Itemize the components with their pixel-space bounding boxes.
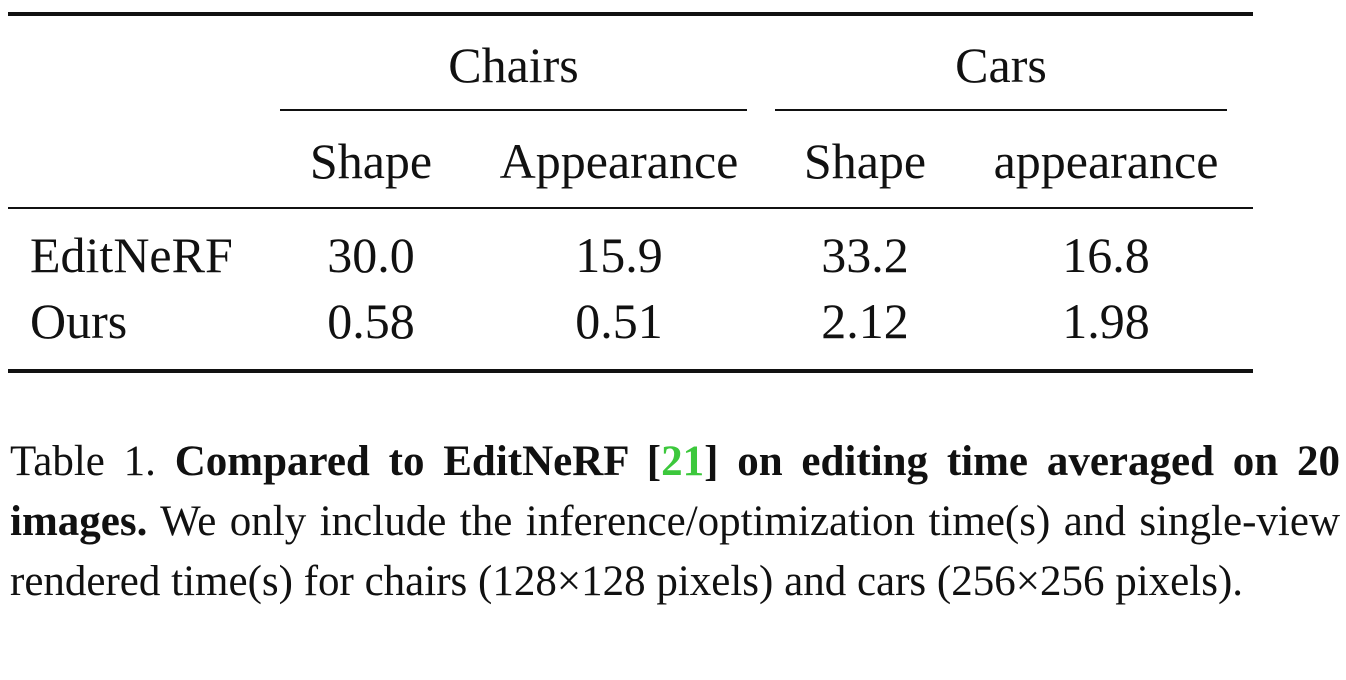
column-header-chairs-shape: Shape	[309, 133, 433, 189]
cell-editnerf-cars-appearance: 16.8	[1062, 227, 1150, 283]
cell-editnerf-chairs-appearance: 15.9	[575, 227, 663, 283]
caption-bold-after-cite: ] on editing time averaged on 20 images.	[10, 438, 1340, 545]
table-bottom-rule	[8, 369, 1253, 373]
column-header-cars-appearance: appearance	[993, 133, 1219, 189]
table-mid-rule	[8, 207, 1253, 209]
column-header-cars-shape: Shape	[803, 133, 927, 189]
cell-editnerf-chairs-shape: 30.0	[327, 227, 415, 283]
cell-ours-chairs-appearance: 0.51	[575, 293, 663, 349]
row-label-ours: Ours	[30, 293, 128, 349]
caption-bold-lead: Compared to EditNeRF [21] on editing tim…	[10, 438, 1340, 545]
table-caption: Table 1. Compared to EditNeRF [21] on ed…	[10, 432, 1340, 612]
row-label-editnerf: EditNeRF	[30, 227, 233, 283]
caption-body: We only include the inference/optimizati…	[10, 498, 1340, 605]
chairs-group-rule	[280, 109, 747, 111]
cell-ours-chairs-shape: 0.58	[327, 293, 415, 349]
group-header-cars: Cars	[955, 37, 1047, 93]
caption-bold-before-cite: Compared to EditNeRF [	[174, 438, 662, 485]
cell-ours-cars-shape: 2.12	[821, 293, 909, 349]
cars-group-rule	[775, 109, 1227, 111]
caption-label: Table 1.	[10, 438, 156, 485]
group-header-chairs: Chairs	[448, 37, 579, 93]
column-header-chairs-appearance: Appearance	[499, 133, 739, 189]
table-top-rule	[8, 12, 1253, 16]
cell-ours-cars-appearance: 1.98	[1062, 293, 1150, 349]
results-table: Chairs Cars Shape Appearance Shape appea…	[8, 12, 1253, 374]
citation-link[interactable]: 21	[661, 438, 705, 485]
cell-editnerf-cars-shape: 33.2	[821, 227, 909, 283]
